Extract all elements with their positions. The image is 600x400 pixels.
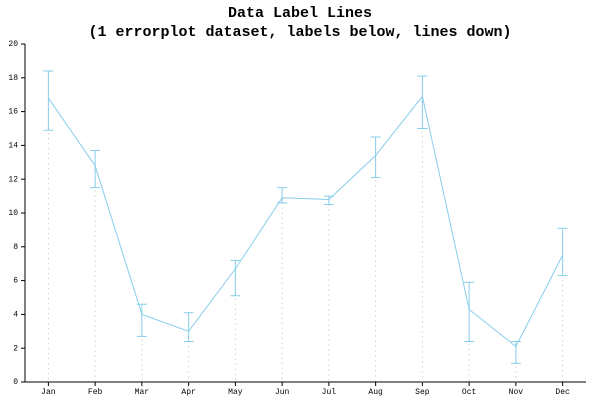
y-tick-label: 16 [8, 108, 18, 117]
error-bar [370, 136, 381, 179]
y-tick-label: 8 [13, 243, 18, 252]
error-bar [277, 187, 288, 204]
x-tick-label: Apr [181, 388, 196, 397]
y-tick-label: 12 [8, 175, 18, 184]
x-tick-label: Feb [88, 388, 103, 397]
error-bar [417, 75, 428, 129]
error-bar [136, 303, 147, 337]
x-tick-label: Jul [322, 388, 337, 397]
x-tick-label: May [228, 388, 243, 397]
error-bar [43, 70, 54, 131]
y-tick-label: 4 [13, 311, 18, 320]
y-tick-label: 10 [8, 209, 18, 218]
x-tick-label: Mar [135, 388, 150, 397]
x-tick-label: Dec [555, 388, 570, 397]
x-tick-label: Nov [509, 388, 524, 397]
y-tick-label: 0 [13, 378, 18, 387]
error-bar [464, 281, 475, 342]
chart-title: Data Label Lines [228, 5, 372, 22]
line [47, 95, 564, 348]
error-bar [90, 149, 101, 189]
error-bar [230, 259, 241, 297]
y-tick-label: 2 [13, 344, 18, 353]
error-bar [183, 312, 194, 342]
chart-subtitle: (1 errorplot dataset, labels below, line… [88, 24, 511, 41]
x-tick-label: Jun [275, 388, 290, 397]
error-bar [510, 340, 521, 364]
y-tick-label: 6 [13, 277, 18, 286]
error-bar [323, 195, 334, 206]
x-tick-label: Sep [415, 388, 430, 397]
y-tick-label: 18 [8, 74, 18, 83]
x-tick-label: Jan [41, 388, 56, 397]
x-tick-label: Oct [462, 388, 476, 397]
x-tick-label: Aug [368, 388, 383, 397]
y-tick-label: 14 [8, 142, 18, 151]
y-tick-label: 20 [8, 40, 18, 49]
error-bar [557, 227, 568, 277]
